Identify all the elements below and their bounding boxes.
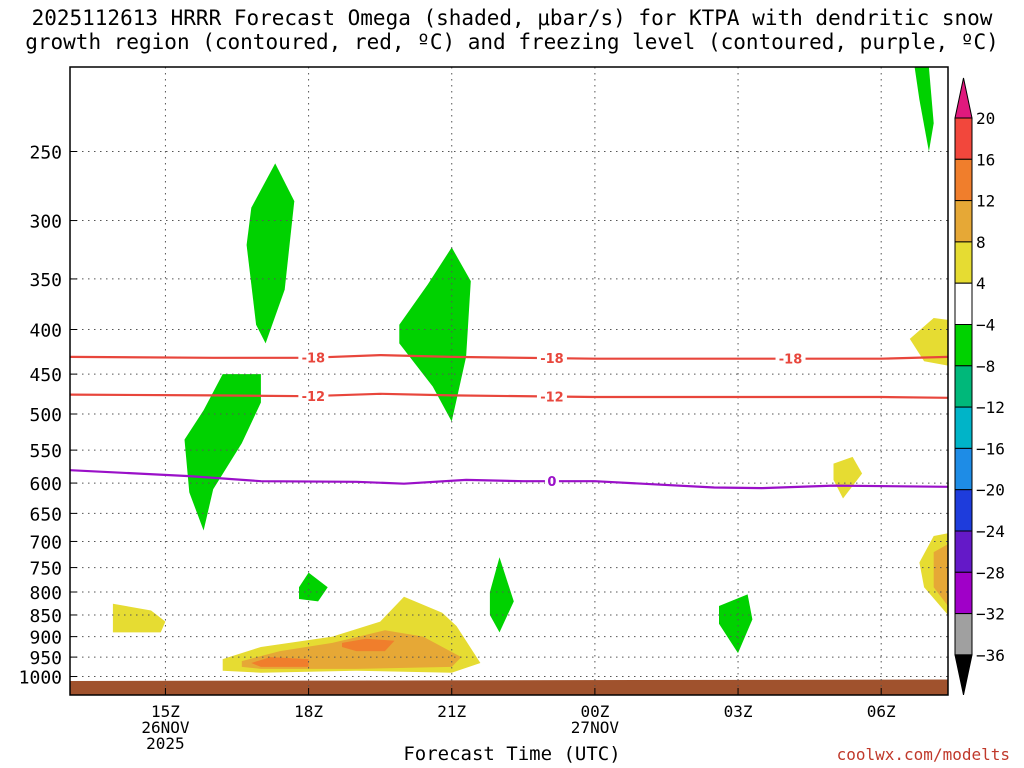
y-tick-label-750: 750 bbox=[29, 559, 62, 580]
colorbar-bin-8-to-4 bbox=[954, 324, 973, 367]
contour-label-freezing-0-0: 0 bbox=[547, 475, 556, 490]
y-tick-label-650: 650 bbox=[29, 504, 62, 525]
y-tick-label-250: 250 bbox=[29, 143, 62, 164]
x-tick-label-26nov: 26NOV bbox=[141, 718, 190, 737]
plot-frame bbox=[69, 66, 949, 696]
contour-label-bg-freezing-0-0 bbox=[544, 474, 559, 489]
region-upward-810mb bbox=[489, 557, 514, 633]
contour-freezing-0 bbox=[70, 469, 948, 490]
region-downward-925mb-core bbox=[342, 638, 395, 652]
colorbar-bin-16-to-12 bbox=[954, 406, 973, 449]
y-tick-label-400: 400 bbox=[29, 321, 62, 342]
colorbar-bin-24-to-20 bbox=[954, 489, 973, 532]
region-upward-300mb bbox=[246, 163, 295, 344]
contour-label-dgz-18-0: -18 bbox=[302, 352, 326, 367]
colorbar-bin-12-to-8 bbox=[954, 365, 973, 408]
contour-label-bg-dgz-12-0 bbox=[298, 389, 329, 404]
x-tick-label-03z: 03Z bbox=[724, 702, 753, 721]
contour-label-dgz-12-1: -12 bbox=[540, 390, 564, 405]
shaded-regions bbox=[70, 67, 948, 695]
colorbar-label-12: −12 bbox=[976, 398, 1005, 417]
y-tick-label-700: 700 bbox=[29, 532, 62, 553]
y-tick-label-300: 300 bbox=[29, 212, 62, 233]
region-downward-745mb-core bbox=[933, 544, 948, 606]
contour-dgz-18 bbox=[70, 353, 948, 360]
colorbar-label-4: 4 bbox=[976, 274, 986, 293]
x-axis-label: Forecast Time (UTC) bbox=[403, 743, 621, 765]
colorbar-bin-28-to-24 bbox=[954, 530, 973, 573]
colorbar-bin-36-to-32 bbox=[954, 613, 973, 656]
x-tick-label-15z: 15Z bbox=[151, 702, 180, 721]
colorbar-label-36: −36 bbox=[976, 646, 1005, 665]
colorbar: 20 16 12 8 4 −4 −8 −12 −16 −20 −24 −28 −32 −36 bbox=[954, 77, 1005, 696]
colorbar-label-16: 16 bbox=[976, 150, 995, 169]
colorbar-label-24: −24 bbox=[976, 522, 1005, 541]
y-tick-label-500: 500 bbox=[29, 405, 62, 426]
colorbar-label-12: 12 bbox=[976, 192, 995, 211]
contour-label-dgz-18-1: -18 bbox=[540, 352, 564, 367]
colorbar-label-20: −20 bbox=[976, 481, 1005, 500]
region-downward-860mb bbox=[112, 603, 166, 633]
colorbar-bin-32-to-28 bbox=[954, 571, 973, 615]
contour-label-bg-dgz-18-0 bbox=[298, 350, 329, 365]
colorbar-bin-20-to-16 bbox=[954, 447, 973, 491]
y-tick-label-550: 550 bbox=[29, 441, 62, 462]
x-tick-label-21z: 21Z bbox=[437, 702, 466, 721]
y-tick-label-450: 450 bbox=[29, 365, 62, 386]
colorbar-bin-8-to-12 bbox=[954, 200, 973, 243]
contour-dgz-12 bbox=[70, 392, 948, 399]
y-tick-label-950: 950 bbox=[29, 648, 62, 669]
contour-label-bg-dgz-12-1 bbox=[536, 389, 567, 404]
contour-label-bg-dgz-18-1 bbox=[536, 351, 567, 366]
region-upward-500mb bbox=[184, 374, 261, 531]
region-downward-415mb bbox=[909, 318, 948, 366]
contour-label-dgz-18-2: -18 bbox=[779, 353, 803, 368]
colorbar-label-16: −16 bbox=[976, 439, 1005, 458]
grid bbox=[70, 67, 948, 695]
colorbar-label-32: −32 bbox=[976, 605, 1005, 624]
colorbar-label-28: −28 bbox=[976, 563, 1005, 582]
colorbar-bin-20 bbox=[954, 77, 973, 119]
colorbar-bin-16-to-20 bbox=[954, 117, 973, 160]
y-tick-label-1000: 1000 bbox=[19, 668, 62, 689]
colorbar-bin-4-to-8 bbox=[954, 241, 973, 284]
y-tick-label-350: 350 bbox=[29, 270, 62, 291]
contour-label-dgz-12-0: -12 bbox=[302, 390, 326, 405]
y-tick-label-600: 600 bbox=[29, 474, 62, 495]
x-tick-label-18z: 18Z bbox=[294, 702, 323, 721]
region-upward-top-right bbox=[914, 67, 934, 152]
colorbar-label-4: −4 bbox=[976, 316, 995, 335]
colorbar-label-20: 20 bbox=[976, 109, 995, 128]
y-tick-label-900: 900 bbox=[29, 628, 62, 649]
watermark: coolwx.com/modelts bbox=[836, 745, 1010, 764]
contour-label-bg-dgz-18-2 bbox=[775, 351, 806, 366]
colorbar-label-8: 8 bbox=[976, 233, 986, 252]
colorbar-label-8: −8 bbox=[976, 357, 995, 376]
colorbar-bin-36 bbox=[954, 654, 973, 696]
region-ground bbox=[70, 679, 948, 695]
colorbar-bin-4-to-4 bbox=[954, 282, 973, 326]
region-upward-800mb bbox=[299, 572, 328, 602]
x-tick-label-27nov: 27NOV bbox=[571, 718, 620, 737]
y-tick-label-850: 850 bbox=[29, 606, 62, 627]
axes: 2503003504004505005506006507007508008509… bbox=[19, 66, 949, 753]
title-line-1: 2025112613 HRRR Forecast Omega (shaded, … bbox=[31, 6, 993, 30]
region-upward-850mb bbox=[719, 594, 753, 654]
x-tick-label-2025: 2025 bbox=[146, 734, 185, 753]
region-downward-955mb-core bbox=[251, 657, 309, 667]
region-downward-580mb bbox=[833, 456, 863, 499]
colorbar-bin-12-to-16 bbox=[954, 158, 973, 202]
contours: -18 -18 -18 -12 -12 0 bbox=[70, 350, 948, 490]
x-tick-label-06z: 06Z bbox=[867, 702, 896, 721]
title-line-2: growth region (contoured, red, ºC) and f… bbox=[25, 30, 999, 54]
x-tick-label-00z: 00Z bbox=[580, 702, 609, 721]
chart-title: 2025112613 HRRR Forecast Omega (shaded, … bbox=[0, 6, 1024, 54]
y-tick-label-800: 800 bbox=[29, 583, 62, 604]
region-upward-380mb bbox=[399, 247, 471, 422]
